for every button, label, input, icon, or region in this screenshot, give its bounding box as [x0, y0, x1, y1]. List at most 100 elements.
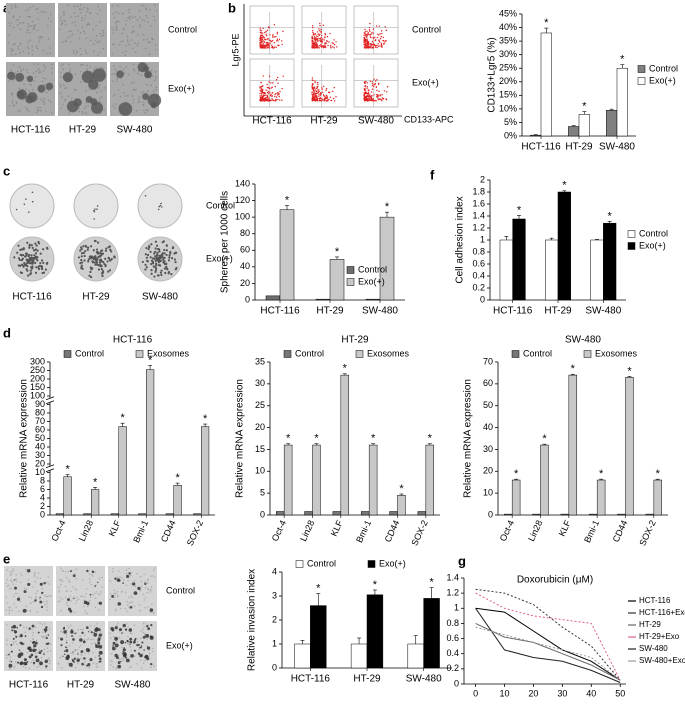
column-label: HT-29	[310, 116, 338, 127]
bar	[645, 513, 655, 516]
texture	[10, 50, 13, 53]
colony	[160, 202, 162, 205]
texture	[36, 611, 39, 613]
cell	[73, 661, 75, 664]
bar	[365, 298, 381, 301]
event	[371, 40, 374, 43]
y-tick-label: 30	[255, 378, 265, 388]
cell	[45, 626, 48, 629]
bar	[55, 513, 64, 516]
colony	[36, 249, 39, 252]
event	[317, 35, 319, 38]
texture	[32, 638, 34, 641]
significance: *	[517, 204, 522, 216]
colony	[144, 268, 147, 271]
panel-letter: c	[3, 163, 10, 178]
x-tick-label: 40	[586, 688, 596, 698]
event	[366, 87, 368, 89]
cell	[16, 626, 18, 629]
texture	[88, 23, 91, 26]
texture	[48, 47, 51, 49]
event	[376, 36, 379, 39]
event	[312, 40, 314, 42]
event	[380, 35, 383, 38]
event	[370, 91, 373, 93]
texture	[15, 573, 17, 576]
bar	[294, 643, 311, 669]
event	[320, 38, 322, 40]
event	[314, 81, 316, 84]
cell	[114, 626, 118, 630]
texture	[152, 575, 154, 577]
cell	[123, 647, 125, 649]
y-axis-label: Spheres per 1000 cells	[220, 191, 231, 293]
texture	[19, 42, 21, 45]
series-line	[475, 588, 621, 681]
event	[325, 89, 327, 91]
bar	[417, 511, 427, 516]
texture	[15, 641, 17, 643]
cell	[146, 646, 151, 650]
texture	[11, 581, 14, 583]
texture	[127, 596, 130, 599]
event	[363, 97, 365, 99]
y-tick-label: 4	[40, 492, 45, 502]
colony	[45, 246, 49, 249]
y-tick-label: 8	[40, 475, 45, 485]
colony	[101, 270, 105, 273]
texture	[133, 580, 136, 582]
texture	[116, 78, 118, 80]
event	[274, 93, 276, 96]
texture	[79, 8, 81, 11]
colony	[102, 260, 105, 264]
event	[368, 98, 371, 100]
series-line	[475, 592, 621, 681]
event	[311, 79, 314, 81]
texture	[81, 26, 84, 29]
texture	[145, 83, 148, 86]
event	[333, 39, 335, 41]
texture	[117, 654, 120, 657]
event	[264, 98, 267, 100]
texture	[9, 588, 11, 590]
colony	[20, 263, 24, 266]
event	[269, 94, 272, 97]
cell	[38, 651, 42, 655]
texture	[36, 8, 39, 10]
texture	[144, 596, 147, 599]
event	[262, 85, 264, 87]
event	[315, 92, 317, 95]
colony	[147, 245, 151, 248]
texture	[154, 44, 157, 46]
colony	[100, 268, 103, 271]
texture	[118, 636, 121, 639]
colony	[31, 200, 34, 203]
panel-letter: g	[458, 553, 466, 568]
texture	[132, 99, 135, 101]
event	[268, 47, 270, 49]
legend-label: SW-480+Exo	[639, 656, 685, 665]
x-tick-label: Bmi-1	[131, 519, 150, 545]
cell	[62, 72, 73, 83]
event	[327, 100, 329, 102]
texture	[69, 595, 72, 598]
texture	[19, 16, 21, 18]
event	[277, 82, 279, 84]
texture	[45, 11, 47, 14]
texture	[121, 590, 123, 592]
event	[333, 43, 336, 46]
texture	[35, 640, 38, 643]
event	[378, 40, 380, 42]
texture	[102, 67, 104, 70]
event	[382, 98, 384, 100]
event	[276, 76, 279, 79]
texture	[37, 109, 40, 112]
texture	[113, 17, 116, 19]
texture	[29, 32, 31, 34]
texture	[154, 77, 157, 80]
texture	[31, 20, 34, 23]
event	[311, 41, 313, 43]
event	[322, 85, 325, 88]
cell	[74, 649, 76, 651]
texture	[101, 586, 104, 589]
